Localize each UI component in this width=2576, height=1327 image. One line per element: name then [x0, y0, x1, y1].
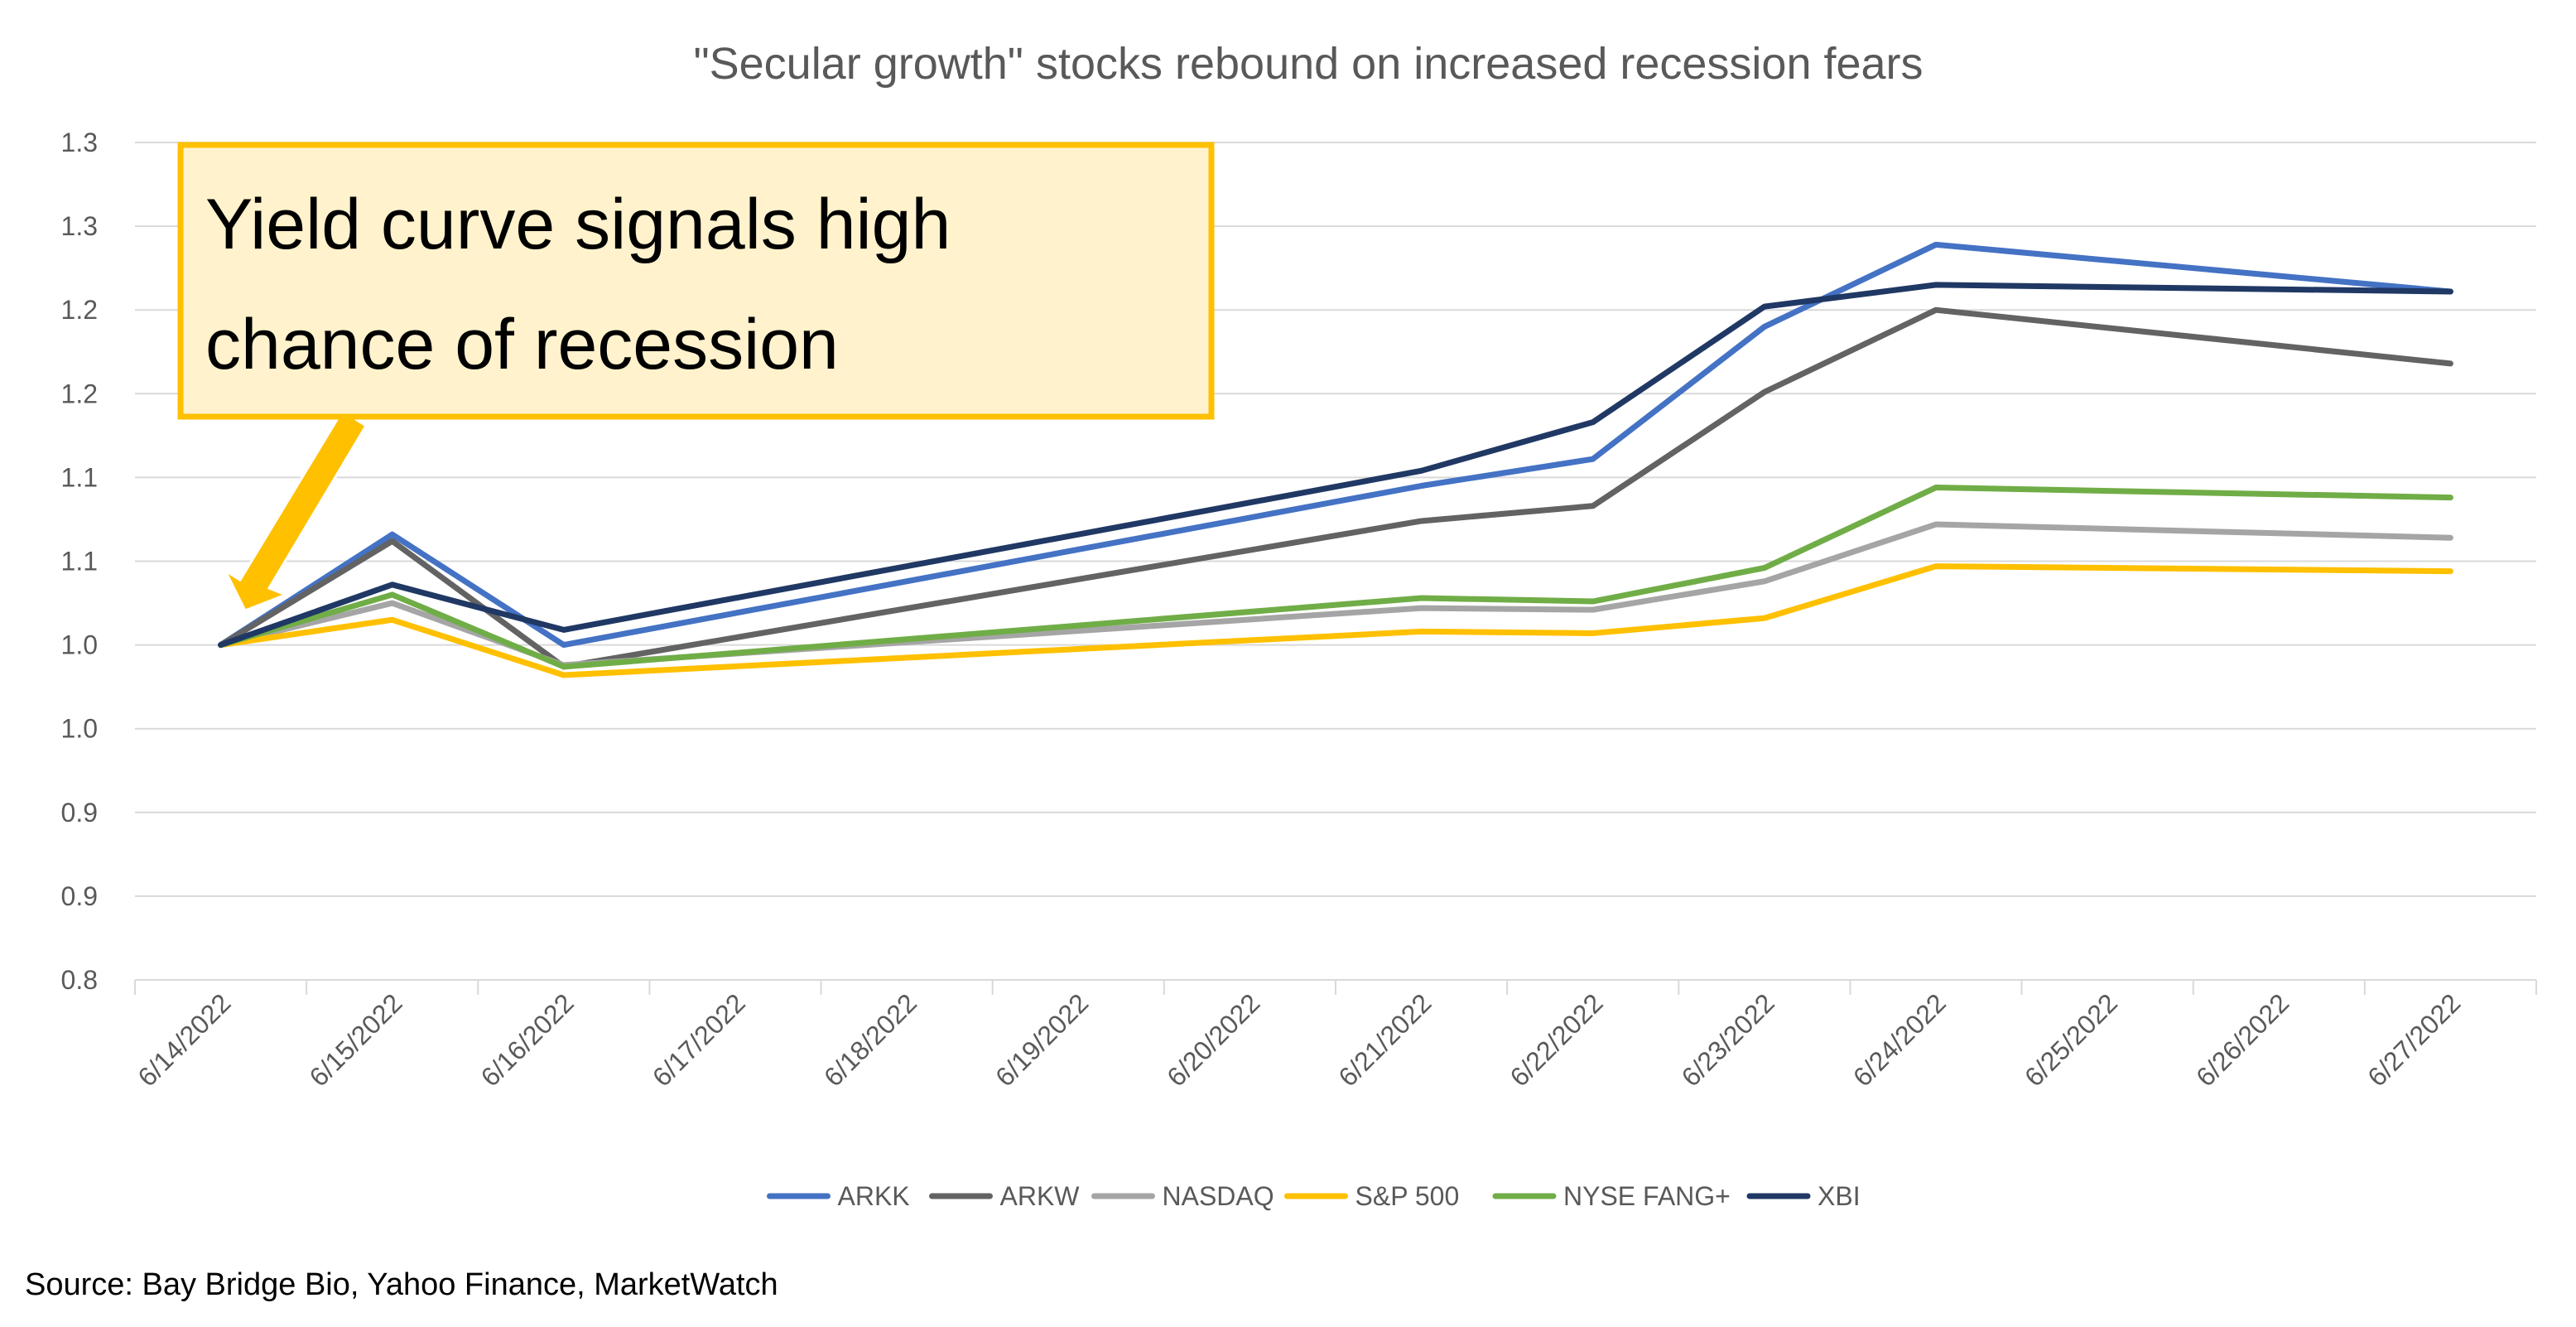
legend-label: ARKK [838, 1181, 910, 1211]
callout-arrow [222, 413, 368, 612]
y-tick-label: 0.9 [61, 798, 98, 828]
chart-title: "Secular growth" stocks rebound on incre… [693, 39, 1923, 89]
y-tick-label: 1.3 [61, 128, 98, 157]
x-tick-label: 6/25/2022 [2019, 987, 2123, 1092]
y-tick-label: 1.1 [61, 462, 98, 492]
series-line-arkw [218, 306, 2453, 670]
x-tick-label: 6/26/2022 [2190, 987, 2294, 1092]
series-line-nyse-fang- [218, 485, 2453, 670]
legend-label: NYSE FANG+ [1563, 1181, 1731, 1211]
callout-line-1: Yield curve signals high [205, 185, 951, 264]
x-tick-label: 6/14/2022 [132, 987, 236, 1092]
legend-label: XBI [1818, 1181, 1861, 1211]
x-tick-label: 6/23/2022 [1676, 987, 1780, 1092]
y-tick-label: 1.1 [61, 547, 98, 577]
series-lines [218, 241, 2453, 678]
x-axis: 6/14/2022 6/15/2022 6/16/2022 6/17/2022 6/18… [132, 979, 2537, 1093]
x-tick-label: 6/15/2022 [304, 987, 408, 1092]
y-tick-label: 1.3 [61, 211, 98, 241]
y-axis: 0.8 0.9 0.9 1.0 1.0 1.1 1.1 1.2 1.2 1.3 1.3 [61, 128, 98, 995]
y-tick-label: 1.0 [61, 714, 98, 744]
x-tick-label: 6/27/2022 [2362, 987, 2466, 1092]
y-tick-label: 1.0 [61, 630, 98, 660]
legend: ARKK ARKW NASDAQ S&P 500 NYSE FANG+ XBI [767, 1181, 1861, 1211]
series-line-s-p-500 [218, 563, 2453, 678]
x-tick-label: 6/17/2022 [647, 987, 751, 1092]
legend-label: NASDAQ [1163, 1181, 1274, 1211]
callout-line-2: chance of recession [205, 305, 839, 384]
series-line-nasdaq [218, 521, 2453, 668]
x-tick-label: 6/22/2022 [1505, 987, 1609, 1092]
x-tick-label: 6/19/2022 [989, 987, 1094, 1092]
x-tick-label: 6/20/2022 [1161, 987, 1265, 1092]
y-tick-label: 1.2 [61, 379, 98, 408]
x-tick-label: 6/16/2022 [475, 987, 580, 1092]
annotation-callout: Yield curve signals high chance of reces… [177, 142, 1215, 612]
legend-label: S&P 500 [1355, 1181, 1460, 1211]
x-tick-label: 6/24/2022 [1847, 987, 1952, 1092]
series-line-arkk [218, 241, 2453, 649]
series-line-xbi [218, 282, 2453, 649]
callout-box [177, 142, 1215, 420]
y-tick-label: 0.8 [61, 965, 98, 995]
y-tick-label: 0.9 [61, 881, 98, 911]
y-tick-label: 1.2 [61, 295, 98, 325]
legend-label: ARKW [1000, 1181, 1081, 1211]
x-tick-label: 6/18/2022 [818, 987, 922, 1092]
source-note: Source: Bay Bridge Bio, Yahoo Finance, M… [25, 1267, 778, 1302]
x-tick-label: 6/21/2022 [1332, 987, 1437, 1092]
